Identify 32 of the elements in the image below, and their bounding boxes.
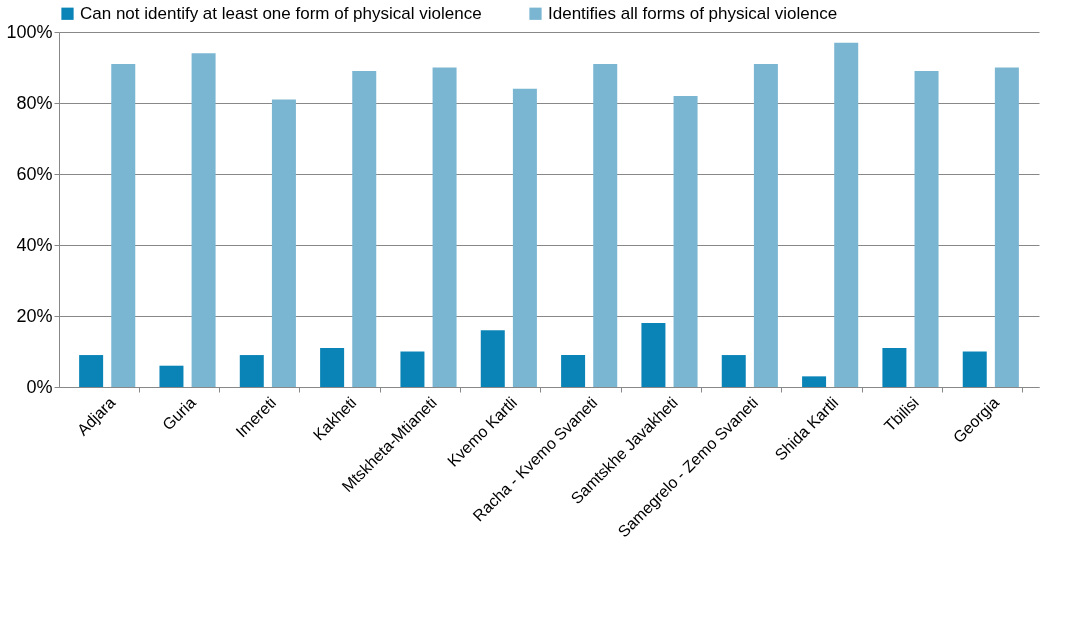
bar [561, 355, 586, 387]
bar [962, 351, 987, 387]
bar [239, 355, 264, 387]
bar [320, 347, 345, 387]
y-tick-label: 100% [6, 21, 53, 42]
bar [834, 42, 859, 387]
bar [914, 71, 939, 387]
bar [480, 330, 505, 387]
bar [400, 351, 425, 387]
y-tick-label: 0% [26, 376, 53, 397]
legend-label: Can not identify at least one form of physical violence [80, 3, 482, 23]
bar [111, 63, 136, 387]
y-tick-label: 20% [16, 305, 53, 326]
bar [721, 355, 746, 387]
bar [753, 63, 778, 387]
bar [673, 95, 698, 387]
y-tick-label: 40% [16, 234, 53, 255]
bar [641, 323, 666, 387]
bar [512, 88, 537, 387]
bar [432, 67, 457, 387]
y-tick-label: 80% [16, 92, 53, 113]
bar [882, 347, 907, 387]
bar [79, 355, 104, 387]
bar [191, 53, 216, 387]
bar [802, 376, 827, 387]
legend-label: Identifies all forms of physical violence [548, 3, 838, 23]
bar [352, 71, 377, 387]
bar [994, 67, 1019, 387]
bar [159, 365, 184, 387]
bar [271, 99, 296, 387]
bar [593, 63, 618, 387]
y-tick-label: 60% [16, 163, 53, 184]
